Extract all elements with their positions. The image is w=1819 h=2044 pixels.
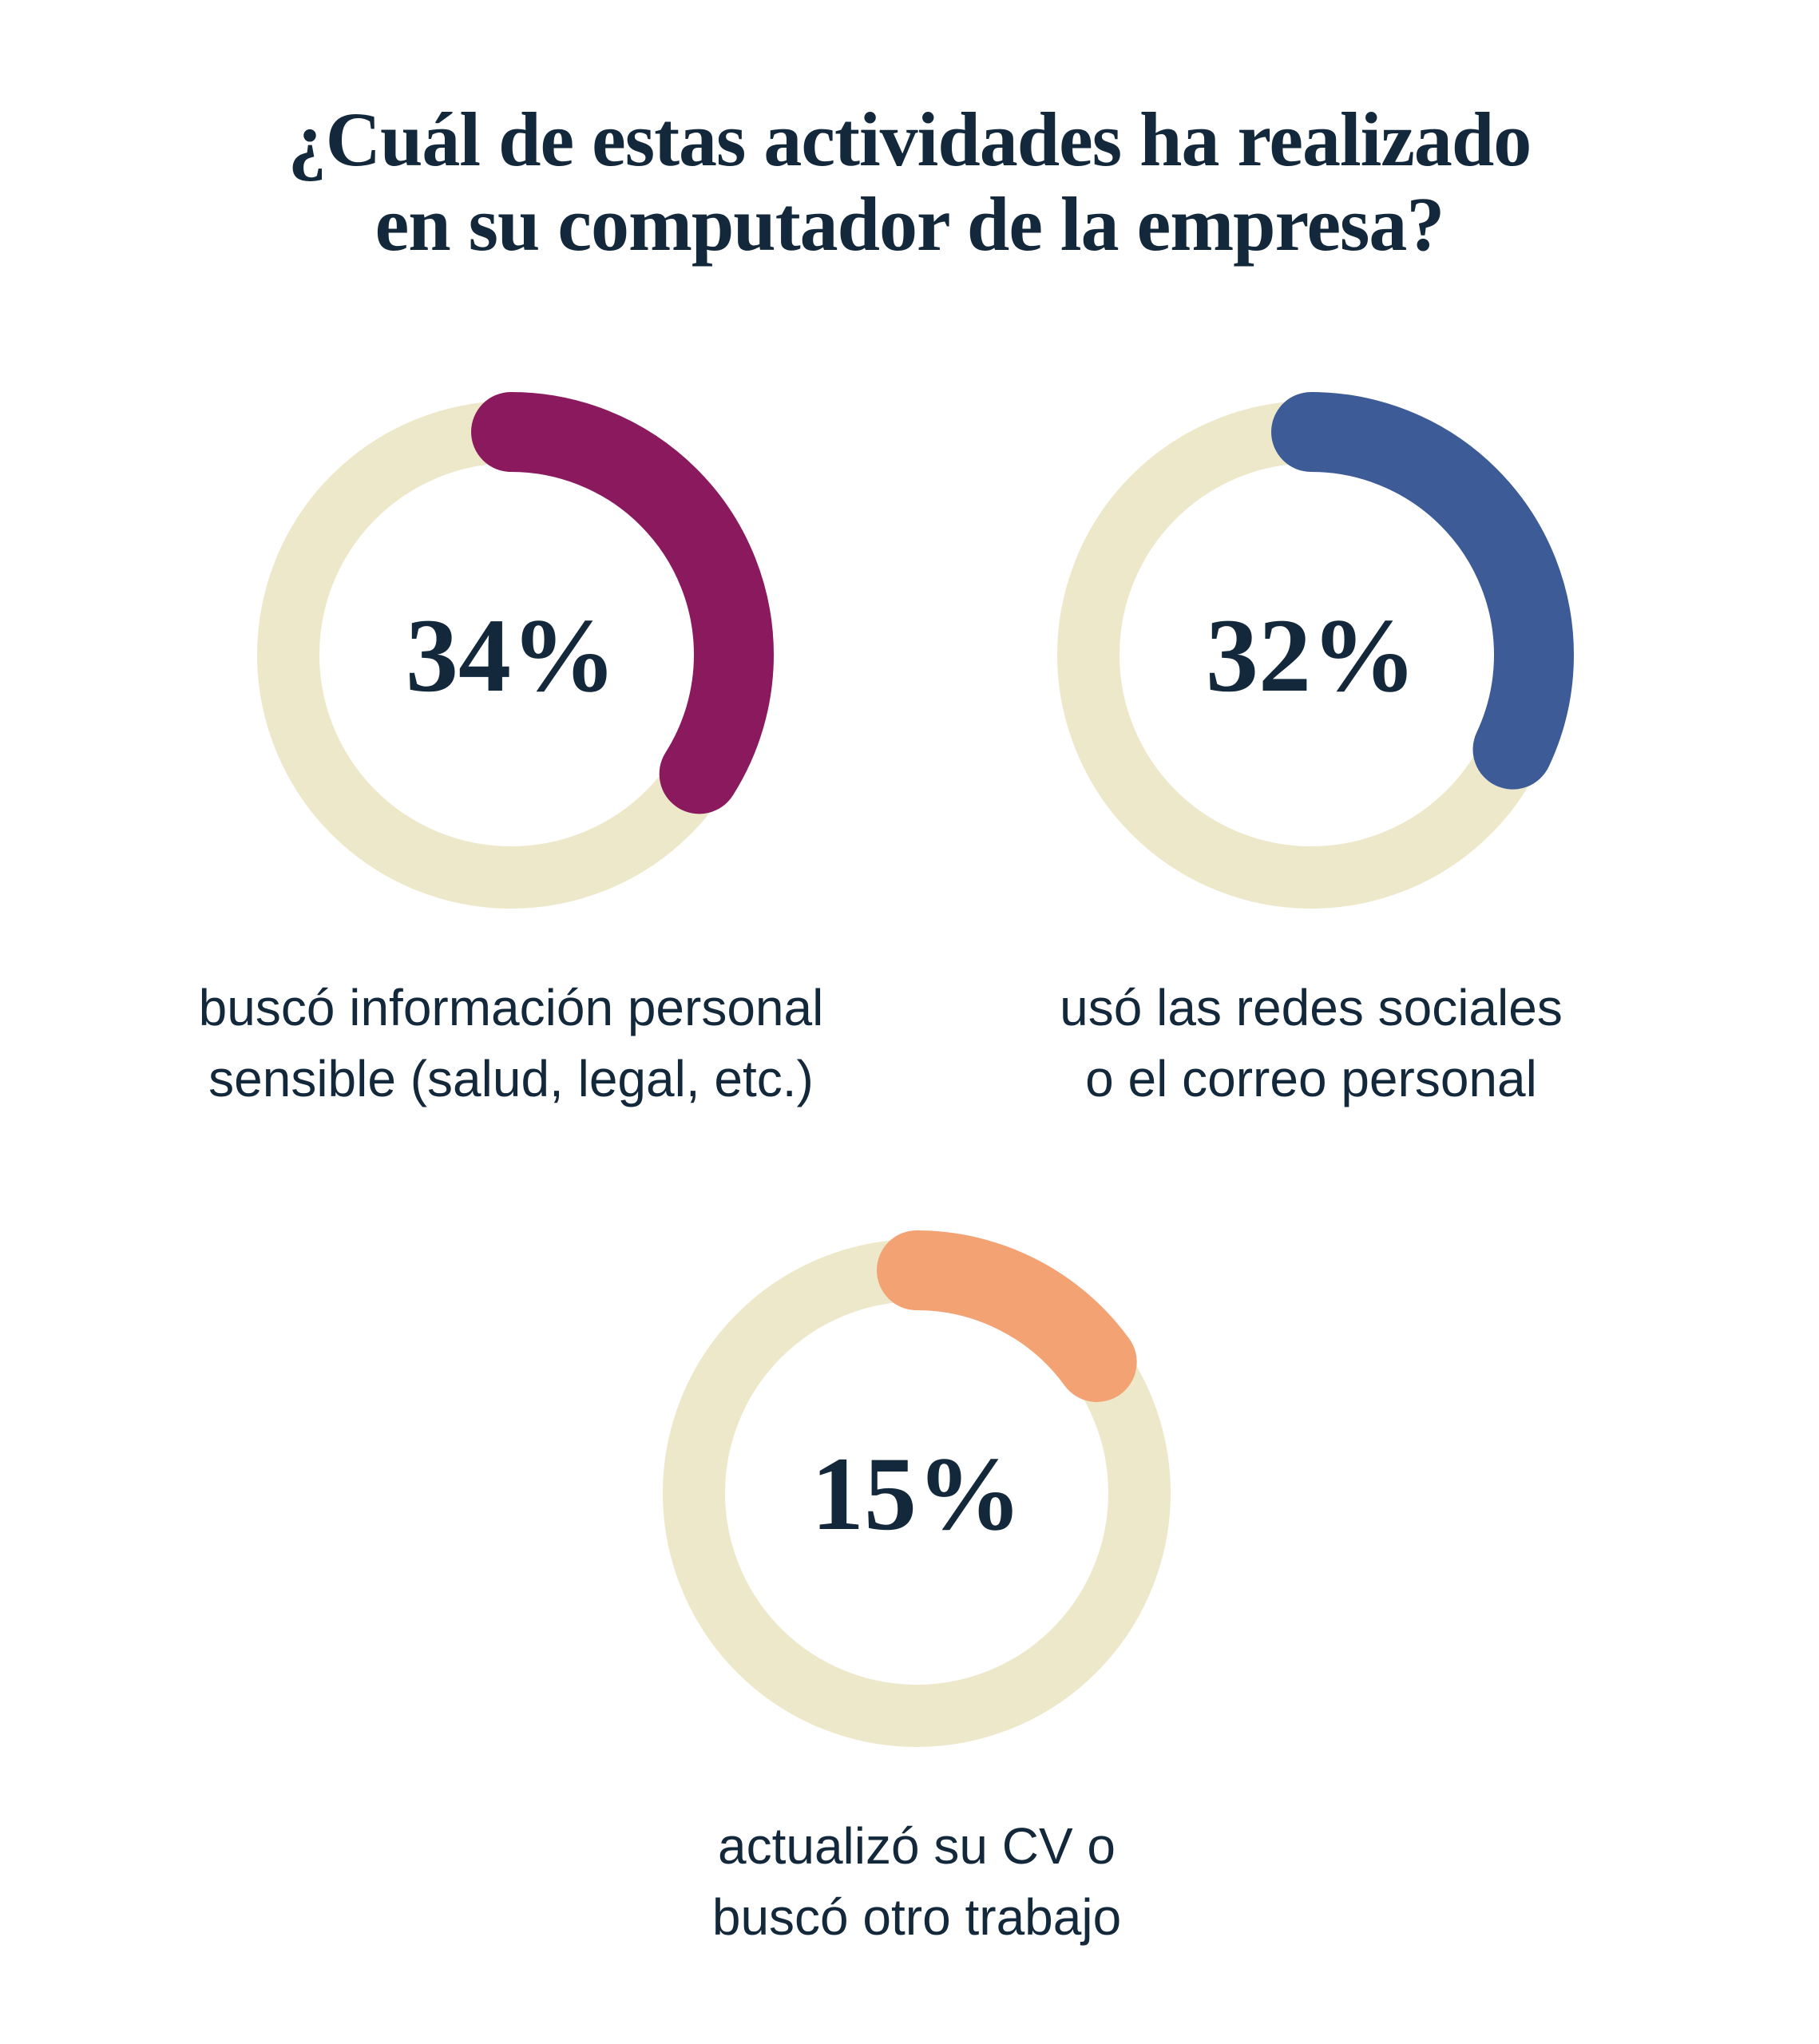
donut-caption-social-email: usó las redes sociales o el correo perso…: [920, 972, 1702, 1115]
caption-line: buscó otro trabajo: [711, 1888, 1122, 1946]
caption-line: buscó información personal: [198, 979, 824, 1036]
page-title-line-2: en su computador de la empresa?: [374, 181, 1445, 267]
caption-line: o el correo personal: [1085, 1050, 1537, 1107]
percent-value: 34%: [406, 596, 616, 714]
donut-caption-sensitive-info: buscó información personal sensible (sal…: [120, 972, 902, 1115]
donut-ring-svg: [248, 392, 774, 917]
donut-value-arc: [1048, 392, 1574, 917]
donut-chart-cv-job: 15%: [645, 1222, 1188, 1765]
page-title-line-1: ¿Cuál de estas actividades ha realizado: [287, 97, 1532, 183]
page-title: ¿Cuál de estas actividades ha realizado …: [0, 97, 1819, 267]
caption-line: sensible (salud, legal, etc.): [208, 1050, 814, 1107]
donut-caption-cv-job: actualizó su CV o buscó otro trabajo: [525, 1811, 1308, 1953]
caption-line: actualizó su CV o: [717, 1817, 1116, 1875]
donut-ring-svg: [654, 1230, 1179, 1756]
donut-chart-social-email: 32%: [1040, 383, 1583, 926]
percent-value: 32%: [1206, 596, 1417, 714]
donut-ring-svg: [1048, 392, 1574, 917]
caption-line: usó las redes sociales: [1060, 979, 1563, 1036]
percent-value: 15%: [811, 1434, 1022, 1552]
donut-value-arc: [654, 1230, 1179, 1756]
donut-chart-sensitive-info: 34%: [240, 383, 783, 926]
donut-value-arc: [248, 392, 774, 917]
